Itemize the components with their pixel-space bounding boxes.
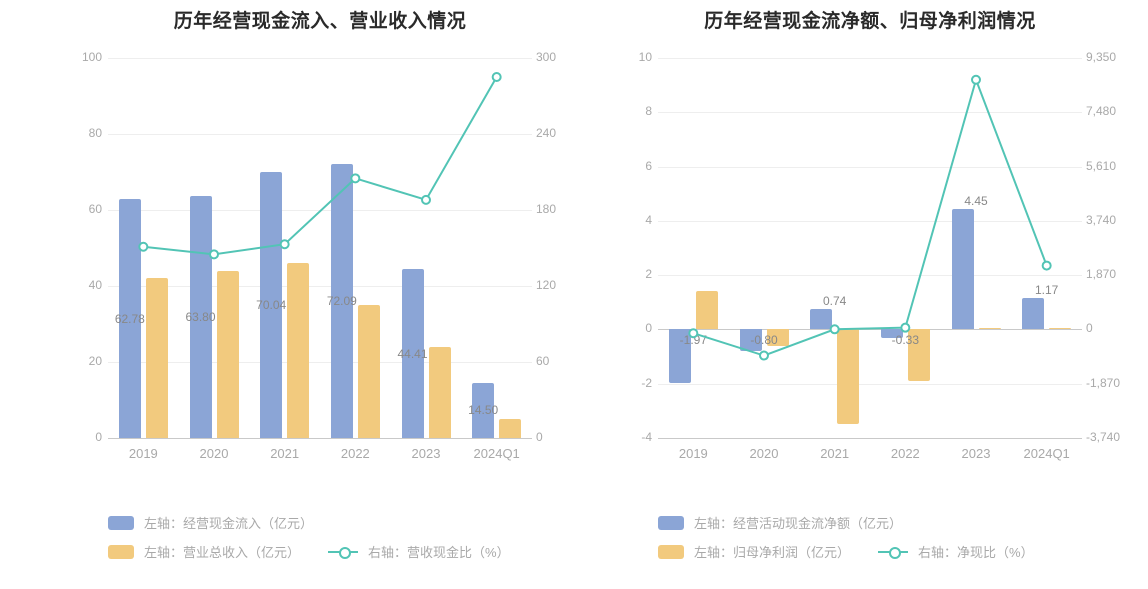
right-chart-panel: 历年经营现金流净额、归母净利润情况 -4-20246810-3,740-1,87… (610, 0, 1130, 589)
x-tick-label: 2024Q1 (474, 446, 520, 461)
y-left-tick: 4 (618, 214, 652, 226)
bar-series-b (429, 347, 451, 438)
value-label: 70.04 (256, 298, 286, 312)
y-right-tick: 120 (536, 279, 580, 291)
y-left-tick: 0 (618, 322, 652, 334)
y-left-tick: 60 (68, 203, 102, 215)
legend-label: 左轴：归母净利润（亿元） (694, 542, 850, 561)
bar-series-a (1022, 298, 1044, 330)
x-tick-label: 2021 (270, 446, 299, 461)
value-label: 4.45 (964, 194, 987, 208)
x-tick-label: 2022 (891, 446, 920, 461)
legend-label: 左轴：经营活动现金流净额（亿元） (694, 513, 902, 532)
y-right-tick: 180 (536, 203, 580, 215)
x-tick-label: 2023 (412, 446, 441, 461)
y-right-tick: -3,740 (1086, 431, 1130, 443)
legend-swatch-line-icon (878, 545, 908, 559)
x-tick-label: 2024Q1 (1024, 446, 1070, 461)
legend-swatch-line-icon (328, 545, 358, 559)
y-left-tick: 80 (68, 127, 102, 139)
legend-label: 左轴：经营现金流入（亿元） (144, 513, 313, 532)
x-tick-label: 2020 (750, 446, 779, 461)
page: 历年经营现金流入、营业收入情况 020406080100060120180240… (0, 0, 1148, 589)
left-chart-panel: 历年经营现金流入、营业收入情况 0 20 40 60 80 100 0 60 120 180 240… (60, 0, 580, 589)
y-right-tick: 7,480 (1086, 105, 1130, 117)
y-right-tick: 1,870 (1086, 268, 1130, 280)
plot-area-left: 02040608010006012018024030062.7863.8070.… (108, 58, 532, 439)
bar-series-b (358, 305, 380, 438)
y-left-tick: 20 (68, 355, 102, 367)
y-right-tick: 240 (536, 127, 580, 139)
y-left-tick: -4 (618, 431, 652, 443)
bar-series-b (217, 271, 239, 438)
y-left-tick: 10 (618, 51, 652, 63)
y-right-tick: -1,870 (1086, 377, 1130, 389)
y-left-tick: 2 (618, 268, 652, 280)
value-label: 14.50 (468, 403, 498, 417)
value-label: -0.80 (750, 333, 777, 347)
bar-series-a (952, 209, 974, 330)
x-tick-label: 2019 (679, 446, 708, 461)
bar-series-b (287, 263, 309, 438)
value-label: 44.41 (397, 347, 427, 361)
y-right-tick: 5,610 (1086, 160, 1130, 172)
plot-area-right: -4-20246810-3,740-1,87001,8703,7405,6107… (658, 58, 1082, 439)
value-label: 63.80 (185, 310, 215, 324)
bar-series-b (499, 419, 521, 438)
y-left-tick: 40 (68, 279, 102, 291)
bar-series-a (810, 309, 832, 329)
y-right-tick: 60 (536, 355, 580, 367)
bar-series-b (696, 291, 718, 329)
value-label: 62.78 (115, 312, 145, 326)
y-right-tick: 0 (1086, 322, 1130, 334)
bar-series-b (146, 278, 168, 438)
y-right-tick: 0 (536, 431, 580, 443)
y-left-tick: 100 (68, 51, 102, 63)
legend-swatch-bar-b-icon (658, 545, 684, 559)
y-right-tick: 9,350 (1086, 51, 1130, 63)
legend-label: 左轴：营业总收入（亿元） (144, 542, 300, 561)
x-tick-label: 2022 (341, 446, 370, 461)
chart-title-right: 历年经营现金流净额、归母净利润情况 (610, 6, 1130, 33)
legend-left: 左轴：经营现金流入（亿元） 左轴：营业总收入（亿元） 右轴：营收现金比（%） (108, 503, 550, 561)
y-left-tick: 0 (68, 431, 102, 443)
legend-label: 右轴：净现比（%） (918, 542, 1034, 561)
value-label: -0.33 (892, 333, 919, 347)
x-tick-label: 2020 (200, 446, 229, 461)
legend-right: 左轴：经营活动现金流净额（亿元） 左轴：归母净利润（亿元） 右轴：净现比（%） (658, 503, 1100, 561)
value-label: 72.09 (327, 294, 357, 308)
legend-label: 右轴：营收现金比（%） (368, 542, 510, 561)
value-label: 0.74 (823, 294, 846, 308)
value-label: -1.97 (680, 333, 707, 347)
legend-swatch-bar-a-icon (658, 516, 684, 530)
bar-series-b (837, 329, 859, 424)
x-tick-label: 2023 (962, 446, 991, 461)
y-right-tick: 3,740 (1086, 214, 1130, 226)
y-left-tick: -2 (618, 377, 652, 389)
value-label: 1.17 (1035, 283, 1058, 297)
x-tick-label: 2019 (129, 446, 158, 461)
legend-swatch-bar-b-icon (108, 545, 134, 559)
legend-swatch-bar-a-icon (108, 516, 134, 530)
chart-title-left: 历年经营现金流入、营业收入情况 (60, 6, 580, 33)
x-tick-label: 2021 (820, 446, 849, 461)
y-left-tick: 6 (618, 160, 652, 172)
y-right-tick: 300 (536, 51, 580, 63)
y-left-tick: 8 (618, 105, 652, 117)
